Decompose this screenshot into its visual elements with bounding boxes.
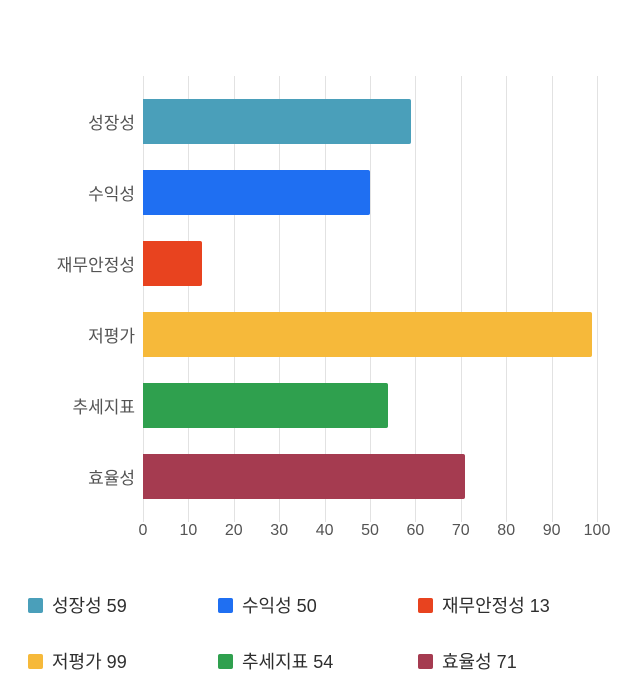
x-axis: 0 10 20 30 40 50 60 70 80 90 100 [139, 522, 611, 544]
grid-line [460, 76, 462, 522]
legend-item: 수익성 50 [218, 592, 418, 618]
tick-label: 50 [361, 522, 379, 539]
legend-swatch [218, 597, 233, 613]
category-label: 추세지표 [72, 398, 135, 417]
legend-item: 추세지표 54 [218, 648, 418, 674]
legend-swatch [28, 653, 43, 669]
bar-track [143, 86, 597, 157]
legend-item: 재무안정성 13 [418, 592, 618, 618]
bar-row: 추세지표 [0, 370, 640, 441]
grid-line [324, 76, 326, 522]
bar-track [143, 228, 597, 299]
category-label: 효율성 [88, 469, 135, 488]
grid-line [551, 76, 553, 522]
bar-row: 수익성 [0, 157, 640, 228]
bar-2 [143, 241, 203, 286]
grid-line [370, 76, 371, 522]
tick-label: 90 [542, 522, 561, 539]
tick-label: 20 [224, 522, 243, 539]
grid-line [143, 76, 144, 522]
bar-1 [143, 170, 370, 215]
grid-line [279, 76, 281, 522]
grid-line [506, 76, 508, 522]
grid-line [188, 76, 190, 522]
grid-line [233, 76, 235, 522]
grid-line [415, 76, 417, 522]
legend: 성장성 59 수익성 50 재무안정성 13 저평가 99 추세지표 54 효율성 71 [28, 592, 640, 674]
legend-item: 저평가 99 [28, 648, 218, 674]
tick-label: 40 [315, 522, 334, 539]
legend-item: 성장성 59 [28, 592, 218, 618]
category-label: 저평가 [88, 327, 135, 346]
bar-track [143, 370, 597, 441]
legend-label: 효율성 71 [442, 652, 517, 672]
bar-row: 성장성 [0, 86, 640, 157]
grid-line [597, 76, 598, 522]
tick-label: 70 [451, 522, 470, 539]
tick-label: 0 [138, 522, 148, 539]
legend-swatch [418, 653, 433, 669]
category-label: 재무안정성 [56, 256, 135, 275]
legend-label: 성장성 59 [52, 596, 127, 616]
bar-track [143, 157, 597, 228]
bar-row: 저평가 [0, 299, 640, 370]
legend-label: 수익성 50 [242, 596, 317, 616]
legend-swatch [218, 653, 233, 669]
bar-5 [143, 454, 466, 499]
bar-row: 효율성 [0, 441, 640, 512]
bar-3 [143, 312, 593, 357]
legend-label: 추세지표 54 [242, 652, 334, 672]
tick-label: 60 [406, 522, 425, 539]
legend-swatch [418, 597, 433, 613]
grid-overlay [143, 76, 598, 522]
legend-label: 저평가 99 [52, 652, 127, 672]
tick-label: 10 [179, 522, 198, 539]
bar-track [143, 441, 597, 512]
bar-row: 재무안정성 [0, 228, 640, 299]
category-label: 성장성 [88, 114, 135, 133]
tick-label: 30 [270, 522, 289, 539]
legend-label: 재무안정성 13 [442, 596, 550, 616]
bar-0 [143, 99, 411, 144]
bar-4 [143, 383, 389, 428]
legend-swatch [28, 597, 43, 613]
tick-label: 80 [497, 522, 516, 539]
category-label: 수익성 [88, 185, 135, 204]
bar-track [143, 299, 597, 370]
legend-item: 효율성 71 [418, 648, 618, 674]
tick-label: 100 [583, 522, 611, 539]
